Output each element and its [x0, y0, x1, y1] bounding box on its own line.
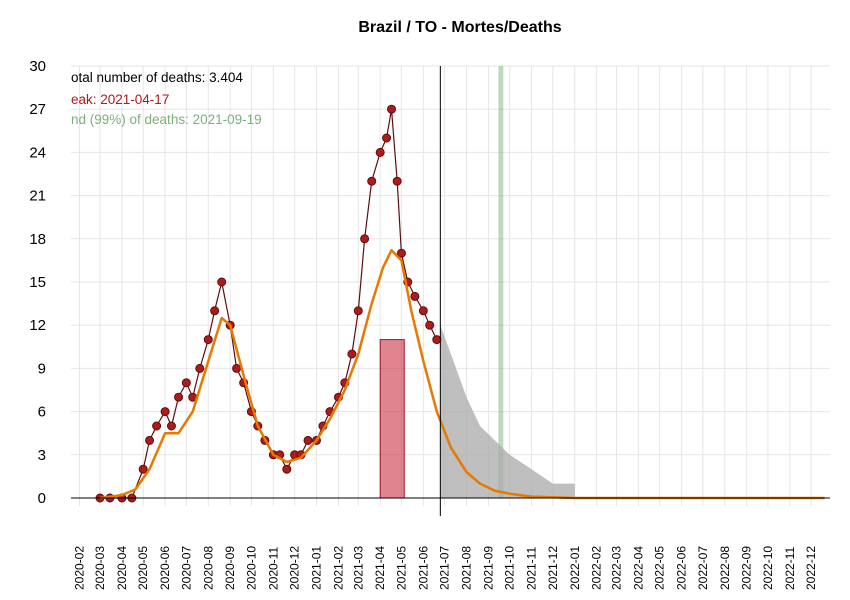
daily-point-40 [392, 176, 402, 186]
x-tick-label-4: 2020-06 [158, 546, 172, 590]
x-tick-label-21: 2021-11 [525, 547, 539, 590]
x-tick-label-2: 2020-04 [115, 546, 129, 590]
x-tick-label-31: 2022-09 [740, 546, 754, 590]
x-tick-label-13: 2021-03 [351, 546, 365, 590]
x-tick-label-19: 2021-09 [481, 546, 495, 590]
x-tick-label-14: 2021-04 [373, 546, 387, 590]
x-tick-label-10: 2020-12 [288, 546, 302, 590]
y-tick-label-1: 3 [38, 447, 46, 464]
daily-point-41 [396, 248, 406, 258]
x-tick-label-1: 2020-03 [93, 546, 107, 590]
y-tick-label-5: 15 [29, 274, 46, 291]
x-tick-label-30: 2022-08 [718, 546, 732, 590]
x-tick-label-11: 2021-01 [310, 546, 324, 590]
y-tick-label-2: 6 [38, 404, 46, 421]
annotation-total: otal number of deaths: 3.404 [71, 70, 243, 85]
x-tick-label-5: 2020-07 [179, 546, 193, 590]
x-tick-label-9: 2020-11 [266, 547, 280, 590]
daily-point-10 [181, 378, 191, 388]
smoothed-series [99, 249, 825, 500]
daily-point-36 [367, 176, 377, 186]
y-tick-label-0: 0 [38, 490, 46, 507]
bands [379, 66, 504, 499]
smoothed-line [99, 249, 825, 500]
daily-point-8 [166, 421, 176, 431]
daily-point-14 [210, 306, 220, 316]
x-tick-label-32: 2022-10 [761, 546, 775, 590]
peak-band [379, 339, 405, 499]
daily-point-35 [360, 234, 370, 244]
y-tick-label-7: 21 [29, 188, 46, 205]
x-tick-label-7: 2020-09 [223, 546, 237, 590]
x-tick-label-3: 2020-05 [136, 546, 150, 590]
forecast-area [440, 325, 575, 498]
x-tick-label-6: 2020-08 [201, 546, 215, 590]
daily-point-45 [425, 320, 435, 330]
daily-point-4 [138, 464, 148, 474]
y-tick-label-4: 12 [29, 317, 46, 334]
daily-point-15 [217, 277, 227, 287]
daily-point-46 [432, 335, 442, 345]
daily-point-9 [174, 392, 184, 402]
y-tick-label-6: 18 [29, 231, 46, 248]
daily-point-7 [160, 407, 170, 417]
end-band [498, 66, 504, 498]
x-tick-label-8: 2020-10 [244, 546, 258, 590]
daily-point-24 [282, 464, 292, 474]
daily-point-27 [303, 435, 313, 445]
x-tick-label-18: 2021-08 [460, 546, 474, 590]
daily-point-34 [353, 306, 363, 316]
x-tick-label-26: 2022-04 [631, 546, 645, 590]
y-tick-label-3: 9 [38, 360, 46, 377]
x-tick-label-33: 2022-11 [783, 547, 797, 590]
daily-point-6 [152, 421, 162, 431]
daily-point-39 [387, 104, 397, 114]
x-tick-label-12: 2021-02 [331, 546, 345, 590]
daily-point-17 [232, 363, 242, 373]
annotation-end: nd (99%) of deaths: 2021-09-19 [71, 112, 262, 127]
x-tick-label-0: 2020-02 [72, 546, 86, 590]
y-tick-labels: 0 3 6 9 12 15 18 21 24 27 30 [29, 58, 46, 507]
daily-point-13 [203, 335, 213, 345]
x-tick-label-20: 2021-10 [503, 546, 517, 590]
daily-point-12 [195, 363, 205, 373]
chart-title: Brazil / TO - Mortes/Deaths [358, 19, 561, 36]
x-tick-label-29: 2022-07 [696, 546, 710, 590]
x-tick-label-28: 2022-06 [675, 546, 689, 590]
y-tick-label-10: 30 [29, 58, 46, 75]
x-tick-label-16: 2021-06 [416, 546, 430, 590]
x-tick-label-22: 2021-12 [546, 546, 560, 590]
daily-point-38 [382, 133, 392, 143]
axes [71, 66, 830, 516]
annotation-peak: eak: 2021-04-17 [71, 92, 169, 107]
y-tick-label-8: 24 [29, 144, 46, 161]
x-tick-label-24: 2022-02 [590, 546, 604, 590]
daily-point-37 [375, 147, 385, 157]
daily-point-5 [145, 435, 155, 445]
y-tick-label-9: 27 [29, 101, 46, 118]
x-tick-label-17: 2021-07 [438, 546, 452, 590]
x-tick-label-25: 2022-03 [610, 546, 624, 590]
x-tick-labels: 2020-02 2020-03 2020-04 2020-05 2020-06 2020-… [72, 546, 818, 590]
x-tick-label-27: 2022-05 [653, 546, 667, 590]
daily-point-43 [410, 291, 420, 301]
grid [71, 65, 830, 506]
x-tick-label-34: 2022-12 [804, 546, 818, 590]
daily-point-33 [347, 349, 357, 359]
x-tick-label-15: 2021-05 [394, 546, 408, 590]
x-tick-label-23: 2022-01 [568, 546, 582, 590]
forecast-range [440, 325, 575, 498]
daily-point-44 [418, 306, 428, 316]
